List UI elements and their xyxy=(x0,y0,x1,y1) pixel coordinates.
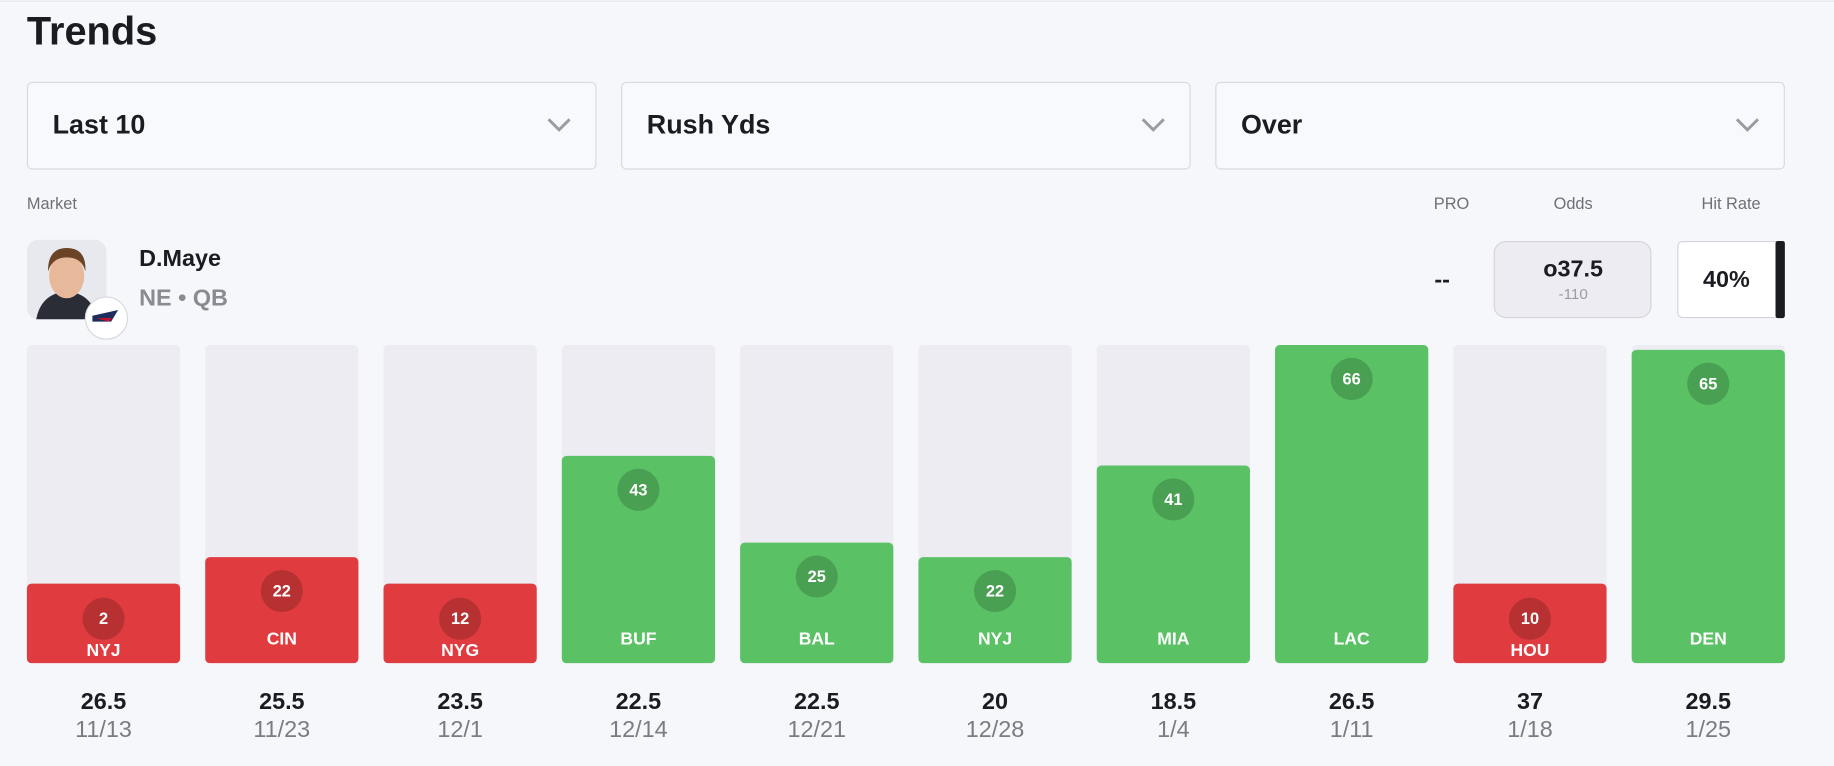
date-label: 12/1 xyxy=(437,716,482,742)
avatar xyxy=(26,239,129,340)
hit-rate: 40% xyxy=(1703,266,1750,292)
opponent-label: BUF xyxy=(620,628,656,648)
value-badge xyxy=(1508,597,1552,640)
bar xyxy=(1453,583,1607,664)
value-badge xyxy=(260,570,303,613)
chevron xyxy=(547,118,571,132)
dropdown-label: Last 10 xyxy=(53,109,146,139)
opponent-label: BAL xyxy=(799,628,835,648)
bar xyxy=(740,542,894,664)
line-label: 20 xyxy=(982,688,1008,714)
chevron xyxy=(1141,118,1165,132)
bar xyxy=(26,583,181,664)
bar xyxy=(1275,345,1429,664)
player-team: NE • QB xyxy=(139,285,228,311)
opponent-label: NYJ xyxy=(86,640,120,660)
value-label: 65 xyxy=(1699,375,1717,393)
date-label: 1/25 xyxy=(1686,716,1732,742)
column-label: Hit Rate xyxy=(1702,195,1761,213)
column-label: Market xyxy=(27,195,77,213)
value-badge xyxy=(1330,357,1373,401)
bar xyxy=(383,583,537,664)
value-badge xyxy=(82,597,125,640)
date-label: 12/21 xyxy=(787,716,846,742)
line-label: 22.5 xyxy=(616,688,662,714)
opponent-label: LAC xyxy=(1334,628,1370,648)
value-label: 22 xyxy=(273,583,291,601)
value-badge xyxy=(1687,362,1730,405)
column-label: Odds xyxy=(1554,195,1593,213)
date-label: 12/14 xyxy=(609,716,668,742)
odds-button[interactable]: o37.5 -110 xyxy=(1493,240,1652,319)
value-badge xyxy=(439,597,482,640)
value-badge xyxy=(795,555,838,598)
opponent-label: MIA xyxy=(1157,628,1189,648)
opponent-label: HOU xyxy=(1510,640,1549,660)
odds-box[interactable] xyxy=(1493,240,1652,319)
line-label: 22.5 xyxy=(794,688,840,714)
date-label: 1/11 xyxy=(1330,716,1374,742)
chevron xyxy=(1735,118,1760,132)
date-label: 11/13 xyxy=(75,716,132,742)
dropdown[interactable] xyxy=(621,81,1191,170)
value-badge xyxy=(1152,478,1195,521)
date-label: 1/18 xyxy=(1507,716,1553,742)
line-label: 25.5 xyxy=(259,688,305,714)
bar xyxy=(1096,465,1250,664)
bar xyxy=(205,557,359,664)
value-label: 10 xyxy=(1521,610,1539,628)
line-label: 37 xyxy=(1517,688,1543,714)
opponent-label: NYG xyxy=(441,640,479,660)
shirt xyxy=(36,291,98,320)
dropdown-label: Over xyxy=(1241,109,1303,139)
odds-line: o37.5 xyxy=(1543,255,1603,281)
value-label: 66 xyxy=(1343,370,1361,388)
date-label: 11/23 xyxy=(253,716,310,742)
dropdown[interactable] xyxy=(1215,81,1785,170)
value-badge xyxy=(973,570,1017,613)
filter[interactable]: Over xyxy=(1215,81,1785,170)
hit-rate-accent xyxy=(1775,240,1785,319)
filter[interactable]: Rush Yds xyxy=(621,81,1191,170)
filter[interactable]: Last 10 xyxy=(26,81,597,170)
opponent-label: NYJ xyxy=(978,628,1012,648)
opponent-label: DEN xyxy=(1690,628,1727,648)
logo-accent xyxy=(95,318,113,322)
face xyxy=(49,253,85,299)
bar xyxy=(1631,349,1785,664)
line-label: 29.5 xyxy=(1686,688,1732,714)
line-label: 23.5 xyxy=(437,688,482,714)
dropdown[interactable] xyxy=(26,81,597,170)
value-label: 41 xyxy=(1164,491,1182,509)
line-label: 18.5 xyxy=(1151,688,1197,714)
player-name: D.Maye xyxy=(139,245,221,271)
date-label: 1/4 xyxy=(1157,716,1190,742)
value-label: 2 xyxy=(99,610,108,628)
opponent-label: CIN xyxy=(267,628,297,648)
value-label: 25 xyxy=(808,568,826,586)
odds-price: -110 xyxy=(1559,286,1588,303)
value-label: 12 xyxy=(451,610,469,628)
line-label: 26.5 xyxy=(81,688,127,714)
dropdown-label: Rush Yds xyxy=(647,109,771,139)
value-label: 22 xyxy=(986,583,1004,601)
pro-value: -- xyxy=(1434,266,1450,292)
bar xyxy=(561,455,716,664)
line-label: 26.5 xyxy=(1329,688,1375,714)
value-badge xyxy=(617,468,660,511)
title: Trends xyxy=(27,9,157,53)
value-label: 43 xyxy=(629,481,647,499)
column-label: PRO xyxy=(1434,195,1469,213)
hair xyxy=(47,247,86,272)
date-label: 12/28 xyxy=(966,716,1025,742)
bar xyxy=(918,557,1072,664)
